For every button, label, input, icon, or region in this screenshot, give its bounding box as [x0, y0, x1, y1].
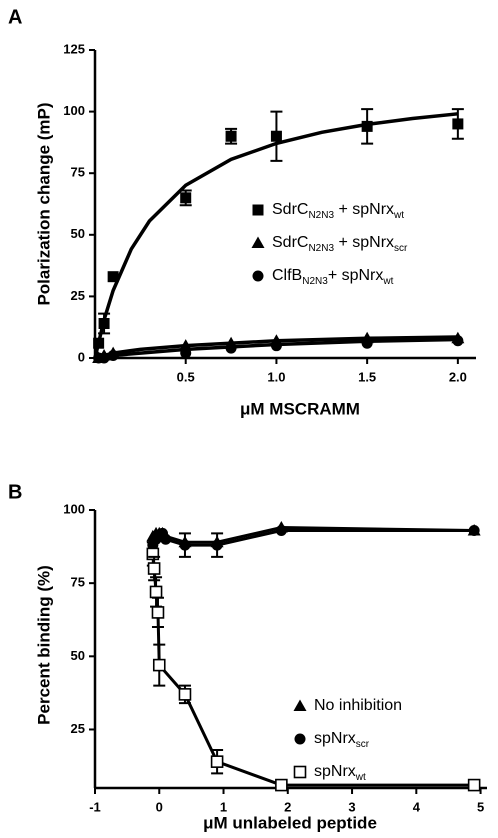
marker [147, 562, 161, 575]
legend-text: N2N3 [308, 243, 334, 254]
y-tick-label: 100 [63, 103, 85, 118]
legend-marker [251, 236, 265, 248]
legend-label: spNrxwt [314, 763, 366, 782]
y-axis-title: Percent binding (%) [34, 565, 53, 725]
marker [146, 547, 160, 561]
x-tick-label: -1 [89, 799, 101, 814]
legend-label: spNrxscr [314, 730, 370, 749]
legend-text: No inhibition [314, 697, 402, 714]
x-tick-label: 0.5 [177, 369, 195, 384]
legend-text: wt [393, 210, 404, 221]
panel-label: B [8, 481, 22, 503]
marker [149, 585, 163, 599]
x-tick-label: 0 [156, 799, 163, 814]
legend-marker [252, 204, 264, 216]
marker [178, 688, 192, 701]
legend-text: ClfB [272, 267, 302, 284]
marker [275, 524, 287, 536]
marker [275, 778, 288, 792]
marker [211, 539, 223, 551]
y-axis-title: Polarization change (mP) [34, 102, 53, 305]
marker [179, 339, 193, 351]
legend-label: SdrCN2N3 + spNrxwt [272, 201, 404, 220]
marker [107, 350, 119, 362]
legend-marker [294, 733, 306, 745]
y-tick-label: 25 [71, 721, 85, 736]
x-tick-label: 4 [413, 799, 421, 814]
marker [180, 192, 192, 204]
marker [467, 778, 481, 792]
fit-curve [93, 112, 459, 359]
legend-text: scr [356, 739, 370, 750]
marker [452, 335, 464, 347]
legend-text: + spNrx [334, 234, 394, 251]
legend-label: SdrCN2N3 + spNrxscr [272, 234, 408, 253]
y-tick-label: 125 [63, 41, 85, 56]
panel-label: A [8, 6, 22, 28]
marker [179, 539, 191, 551]
marker [151, 606, 165, 619]
legend-text: SdrC [272, 201, 308, 218]
y-tick-label: 25 [71, 288, 85, 303]
x-tick-label: 3 [348, 799, 355, 814]
y-tick-label: 75 [71, 165, 85, 180]
marker [225, 342, 237, 354]
x-tick-label: 1.5 [358, 369, 376, 384]
legend-marker [293, 699, 307, 711]
legend-text: N2N3 [302, 276, 328, 287]
marker [107, 271, 119, 283]
y-tick-label: 50 [71, 648, 85, 663]
marker [180, 347, 192, 359]
legend-text: wt [382, 276, 393, 287]
marker [160, 533, 172, 545]
legend-text: spNrx [314, 763, 356, 780]
legend-marker [252, 270, 264, 282]
y-tick-label: 75 [71, 575, 85, 590]
marker [152, 658, 166, 672]
x-tick-label: 5 [477, 799, 484, 814]
marker [98, 352, 110, 364]
legend-text: scr [394, 243, 408, 254]
legend-label: ClfBN2N3+ spNrxwt [272, 267, 394, 286]
legend-text: spNrx [314, 730, 356, 747]
x-tick-label: 1 [220, 799, 227, 814]
y-tick-label: 50 [71, 226, 85, 241]
legend-text: + spNrx [334, 201, 394, 218]
x-axis-title: μM unlabeled peptide [203, 813, 377, 832]
legend-text: + spNrx [328, 267, 384, 284]
series-line [151, 553, 475, 787]
marker [468, 524, 480, 536]
marker [210, 755, 224, 768]
y-tick-label: 0 [78, 349, 85, 364]
legend-text: wt [355, 772, 366, 783]
y-tick-label: 100 [63, 501, 85, 516]
marker [270, 340, 282, 352]
marker [93, 337, 105, 349]
marker [270, 130, 282, 142]
x-axis-title: μM MSCRAMM [240, 399, 360, 418]
x-tick-label: 2 [284, 799, 291, 814]
x-tick-label: 2.0 [449, 369, 467, 384]
legend-text: SdrC [272, 234, 308, 251]
marker [361, 337, 373, 349]
legend-text: N2N3 [308, 210, 334, 221]
x-tick-label: 1.0 [267, 369, 285, 384]
legend-label: No inhibition [314, 697, 402, 714]
marker [452, 118, 464, 130]
marker [361, 120, 373, 132]
marker [225, 130, 237, 142]
marker [98, 318, 110, 330]
legend-marker [293, 765, 307, 779]
